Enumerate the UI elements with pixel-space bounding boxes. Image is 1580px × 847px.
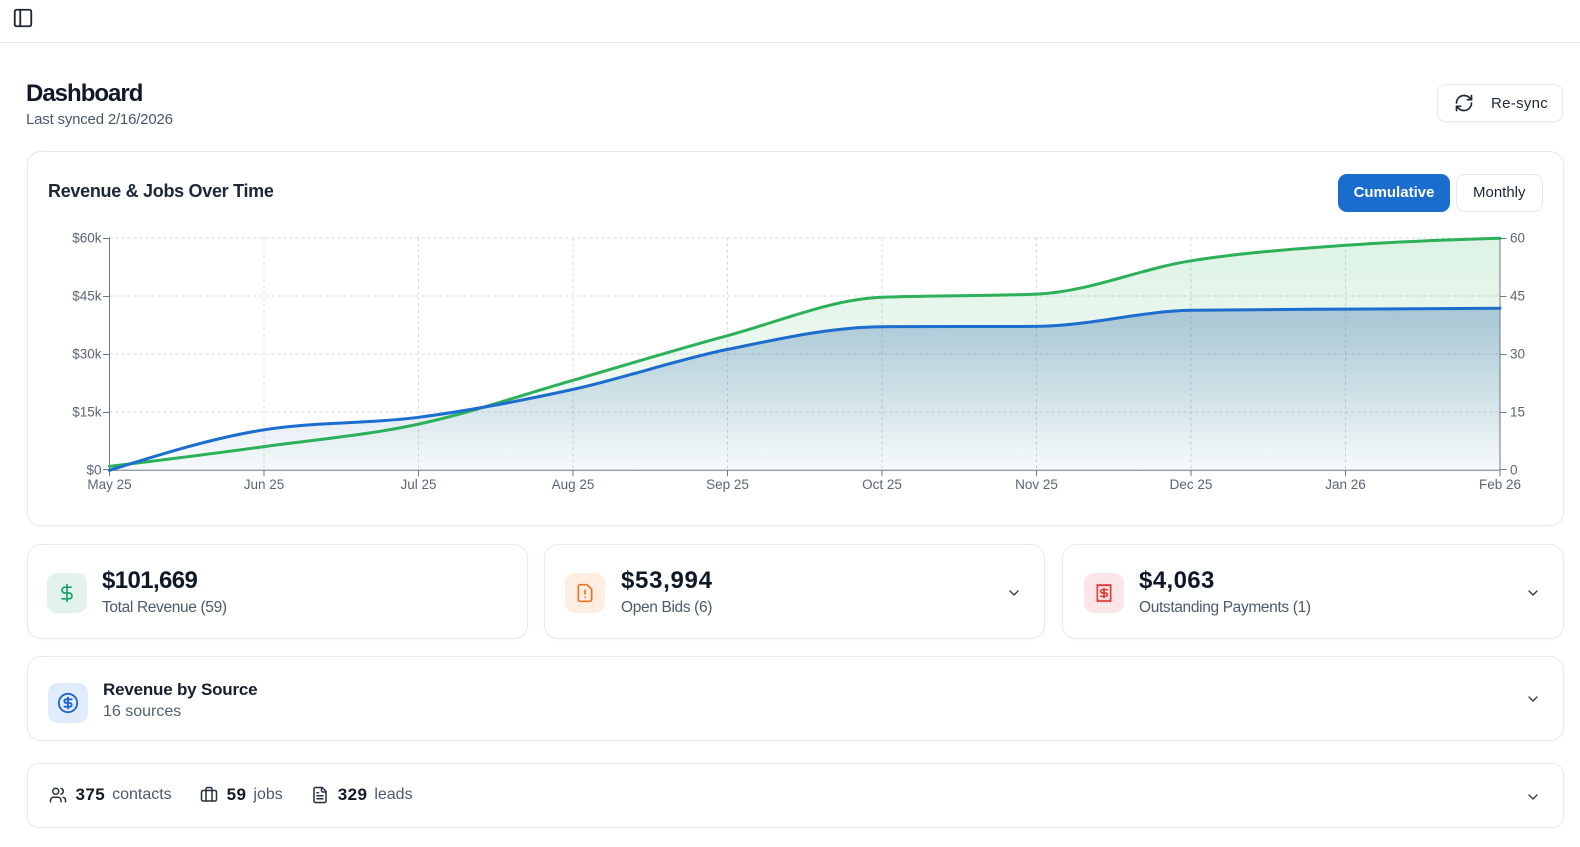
svg-text:45: 45 [1510,289,1525,304]
svg-text:0: 0 [1510,463,1518,478]
svg-text:$15k: $15k [72,405,102,420]
svg-text:Jan 26: Jan 26 [1325,477,1366,492]
svg-text:Sep 25: Sep 25 [706,477,749,492]
svg-text:May 25: May 25 [87,477,131,492]
svg-text:Jun 25: Jun 25 [244,477,285,492]
svg-text:30: 30 [1510,347,1525,362]
svg-text:Aug 25: Aug 25 [552,477,595,492]
svg-text:Oct 25: Oct 25 [862,477,902,492]
svg-text:Feb 26: Feb 26 [1479,477,1521,492]
svg-text:$60k: $60k [72,231,102,246]
svg-text:$30k: $30k [72,347,102,362]
svg-text:Jul 25: Jul 25 [400,477,436,492]
svg-text:$0: $0 [86,463,101,478]
svg-text:Nov 25: Nov 25 [1015,477,1058,492]
svg-text:15: 15 [1510,405,1525,420]
svg-text:60: 60 [1510,231,1525,246]
svg-text:$45k: $45k [72,289,102,304]
svg-text:Dec 25: Dec 25 [1170,477,1213,492]
